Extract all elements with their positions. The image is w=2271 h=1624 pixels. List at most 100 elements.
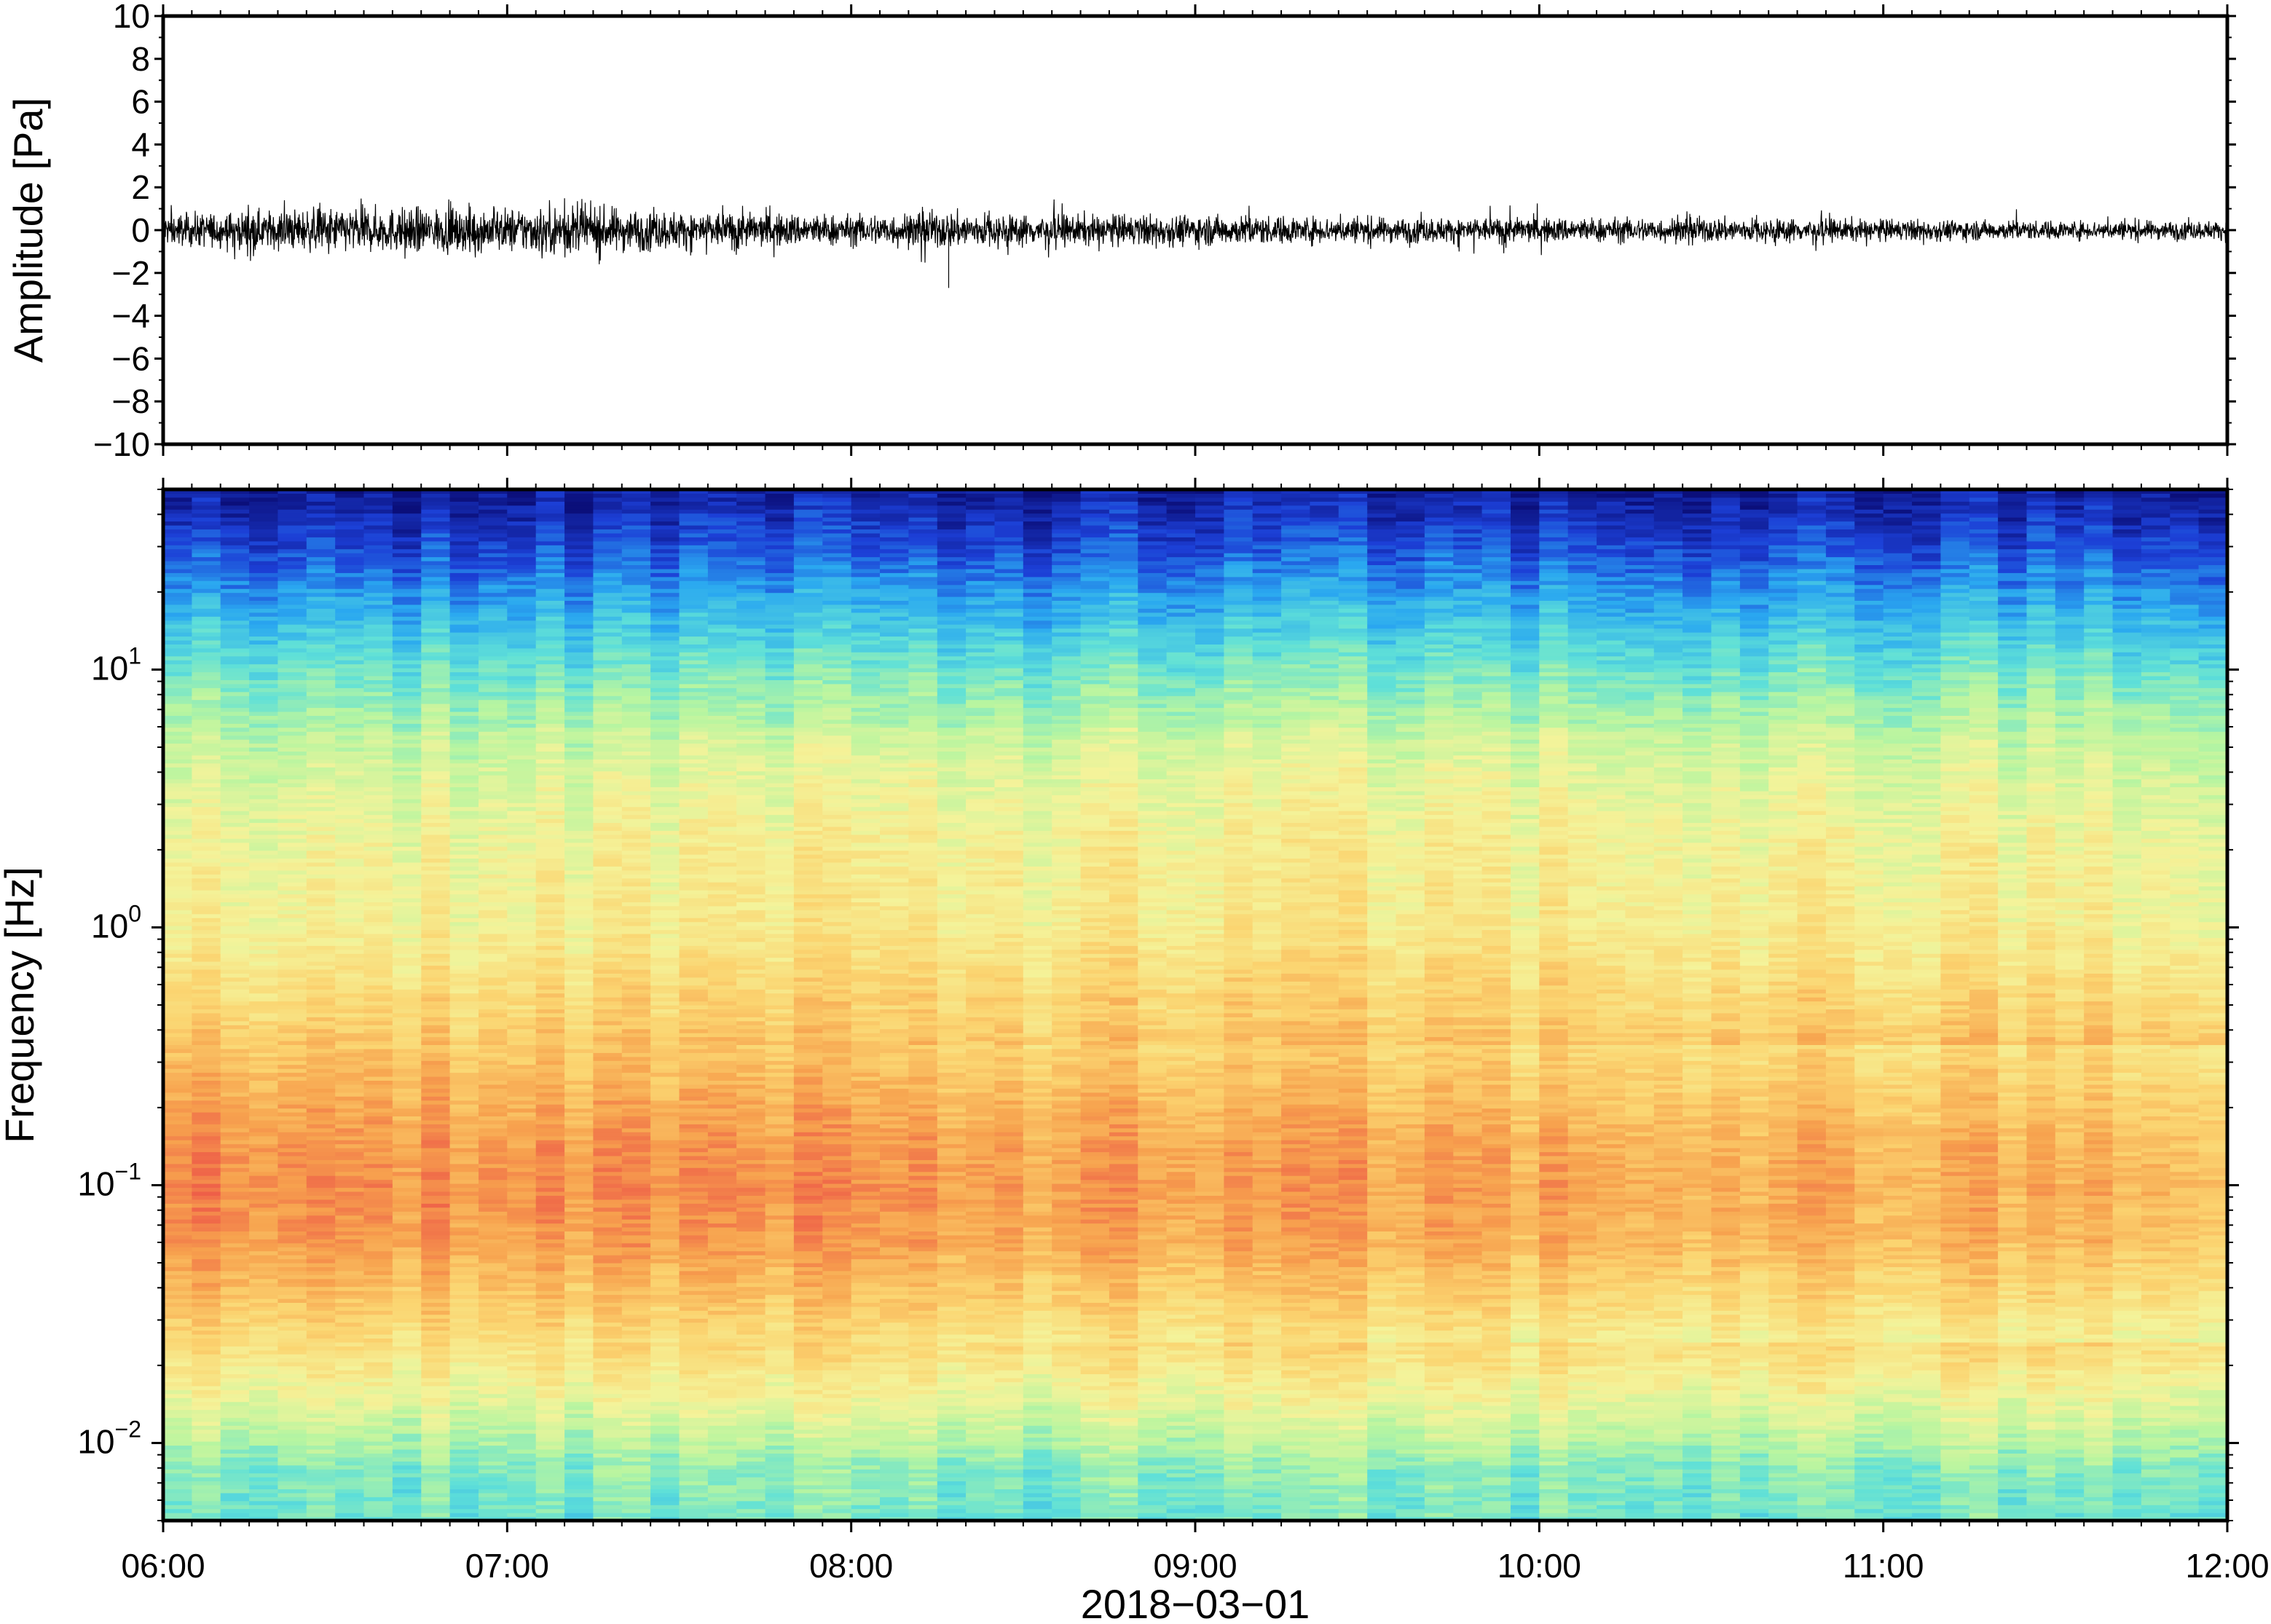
spectrogram-cell xyxy=(364,1394,393,1398)
spectrogram-cell xyxy=(479,1362,508,1366)
spectrogram-cell xyxy=(364,1223,393,1228)
spectrogram-cell xyxy=(278,1223,307,1228)
spectrogram-cell xyxy=(192,859,221,863)
spectrogram-cell xyxy=(622,1362,651,1366)
spectrogram-cell xyxy=(593,588,622,593)
spectrogram-cell xyxy=(192,632,221,636)
spectrogram-cell xyxy=(163,1461,192,1465)
spectrogram-cell xyxy=(507,1116,536,1121)
spectrogram-cell xyxy=(364,533,393,537)
spectrogram-cell xyxy=(479,679,508,684)
spectrogram-cell xyxy=(536,870,565,875)
spectrogram-cell xyxy=(650,1402,680,1406)
spectrogram-cell xyxy=(421,664,450,669)
spectrogram-cell xyxy=(564,660,594,664)
spectrogram-cell xyxy=(221,953,250,958)
spectrogram-cell xyxy=(307,922,336,926)
spectrogram-cell xyxy=(307,755,336,760)
spectrogram-cell xyxy=(680,1235,709,1239)
spectrogram-cell xyxy=(507,628,536,633)
spectrogram-cell xyxy=(507,958,536,962)
spectrogram-cell xyxy=(650,1259,680,1264)
spectrogram-cell xyxy=(278,585,307,589)
spectrogram-cell xyxy=(364,1068,393,1073)
spectrogram-cell xyxy=(221,1120,250,1124)
spectrogram-cell xyxy=(249,1021,278,1025)
spectrogram-cell xyxy=(564,1164,594,1168)
spectrogram-cell xyxy=(507,1167,536,1172)
spectrogram-cell xyxy=(421,692,450,696)
spectrogram-cell xyxy=(393,672,422,677)
spectrogram-cell xyxy=(364,1025,393,1029)
spectrogram-cell xyxy=(564,703,594,708)
spectrogram-cell xyxy=(421,1120,450,1124)
spectrogram-cell xyxy=(536,497,565,502)
spectrogram-cell xyxy=(622,1497,651,1501)
spectrogram-cell xyxy=(221,747,250,752)
spectrogram-cell xyxy=(249,870,278,875)
spectrogram-cell xyxy=(249,1188,278,1192)
spectrogram-cell xyxy=(192,823,221,827)
spectrogram-cell xyxy=(507,969,536,974)
spectrogram-cell xyxy=(307,890,336,894)
spectrogram-cell xyxy=(450,1251,479,1256)
spectrogram-cell xyxy=(393,1235,422,1239)
spectrogram-cell xyxy=(192,767,221,771)
spectrogram-cell xyxy=(221,1279,250,1283)
spectrogram-cell xyxy=(507,1068,536,1073)
spectrogram-cell xyxy=(622,596,651,601)
spectrogram-cell xyxy=(307,799,336,803)
spectrogram-cell xyxy=(335,1374,364,1379)
spectrogram-cell xyxy=(163,1410,192,1414)
spectrogram-cell xyxy=(564,1323,594,1327)
spectrogram-cell xyxy=(650,1493,680,1497)
spectrogram-cell xyxy=(393,533,422,537)
spectrogram-cell xyxy=(163,1342,192,1347)
spectrogram-cell xyxy=(650,830,680,835)
spectrogram-cell xyxy=(507,1287,536,1291)
spectrogram-cell xyxy=(622,1422,651,1426)
spectrogram-cell xyxy=(564,914,594,918)
spectrogram-cell xyxy=(622,1263,651,1267)
spectrogram-cell xyxy=(249,1211,278,1215)
spectrogram-cell xyxy=(335,803,364,807)
spectrogram-cell xyxy=(163,1255,192,1259)
spectrogram-cell xyxy=(593,1279,622,1283)
spectrogram-cell xyxy=(249,1489,278,1493)
spectrogram-cell xyxy=(364,632,393,636)
spectrogram-cell xyxy=(564,866,594,870)
spectrogram-cell xyxy=(221,715,250,720)
spectrogram-cell xyxy=(650,1334,680,1339)
spectrogram-cell xyxy=(163,1457,192,1462)
spectrogram-panel: 10−210−1100101 06:00 07:00 08:00 09:00 10:00… xyxy=(0,478,2270,1624)
spectrogram-cell xyxy=(192,1323,221,1327)
spectrogram-cell xyxy=(278,529,307,534)
spectrogram-cell xyxy=(680,1473,709,1478)
spectrogram-cell xyxy=(163,505,192,510)
spectrogram-cell xyxy=(536,739,565,744)
spectrogram-cell xyxy=(221,779,250,784)
spectrogram-cell xyxy=(278,1009,307,1013)
spectrogram-cell xyxy=(278,898,307,902)
spectrogram-cell xyxy=(364,1081,393,1085)
spectrogram-cell xyxy=(335,1029,364,1033)
spectrogram-cell xyxy=(536,648,565,653)
spectrogram-cell xyxy=(507,700,536,704)
spectrogram-cell xyxy=(536,1005,565,1009)
spectrogram-cell xyxy=(507,505,536,510)
spectrogram-cell xyxy=(249,803,278,807)
spectrogram-cell xyxy=(479,596,508,601)
spectrogram-cell xyxy=(364,910,393,914)
spectrogram-cell xyxy=(278,736,307,740)
spectrogram-cell xyxy=(479,553,508,557)
spectrogram-cell xyxy=(221,640,250,645)
spectrogram-cell xyxy=(249,636,278,641)
spectrogram-cell xyxy=(364,644,393,648)
spectrogram-cell xyxy=(593,1346,622,1350)
spectrogram-cell xyxy=(479,811,508,815)
spectrogram-cell xyxy=(335,985,364,990)
spectrogram-cell xyxy=(593,1370,622,1374)
spectrogram-cell xyxy=(421,601,450,605)
spectrogram-cell xyxy=(507,815,536,819)
spectrogram-cell xyxy=(650,759,680,763)
